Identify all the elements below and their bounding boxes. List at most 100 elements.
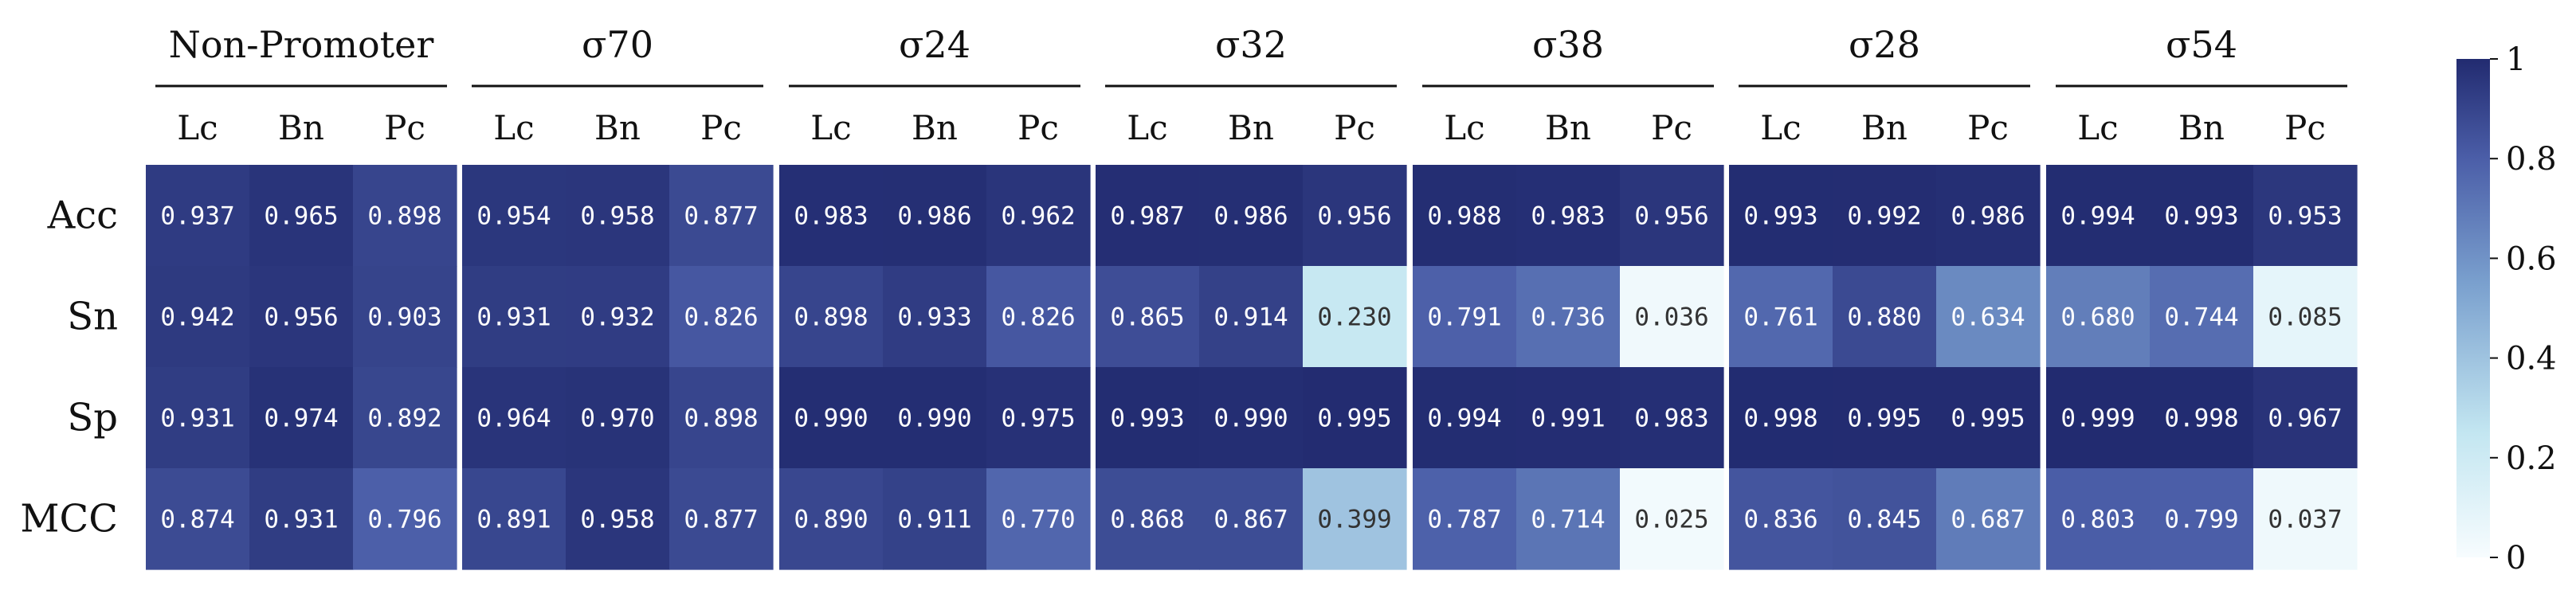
heatmap-cell	[353, 165, 457, 267]
heatmap-cell	[1096, 165, 1200, 267]
heatmap-cell	[1729, 367, 1833, 469]
heatmap-cell	[249, 165, 354, 267]
heatmap-cell	[1303, 266, 1407, 368]
cell-value-label: 0.937	[160, 202, 234, 231]
colorbar: 0 0.2 0.4 0.6 0.8 1	[2456, 41, 2557, 577]
heatmap-cell	[1936, 367, 2041, 469]
cell-value-label: 0.995	[1847, 405, 1921, 433]
colorbar-tick-label: 1	[2506, 41, 2526, 78]
column-label-lc: Lc	[177, 108, 218, 147]
heatmap-cell	[1729, 468, 1833, 570]
column-label-bn: Bn	[2178, 108, 2225, 147]
cell-value-label: 0.796	[367, 506, 441, 534]
cell-value-label: 0.230	[1317, 303, 1391, 332]
heatmap-cell	[566, 266, 670, 368]
cell-value-label: 0.931	[160, 405, 234, 433]
heatmap-cell	[1199, 367, 1304, 469]
column-label-bn: Bn	[912, 108, 958, 147]
heatmap-cell	[2253, 266, 2358, 368]
column-label-bn: Bn	[278, 108, 324, 147]
cell-value-label: 0.990	[897, 405, 971, 433]
heatmap-cell	[883, 468, 987, 570]
cell-value-label: 0.868	[1110, 506, 1184, 534]
cell-value-label: 0.880	[1847, 303, 1921, 332]
heatmap-cell	[2150, 468, 2254, 570]
cell-value-label: 0.799	[2164, 506, 2238, 534]
cell-value-label: 0.962	[1001, 202, 1075, 231]
group-title: σ54	[2166, 23, 2237, 66]
cell-value-label: 0.993	[1743, 202, 1817, 231]
heatmap-cell	[566, 165, 670, 267]
cell-value-label: 0.836	[1743, 506, 1817, 534]
cell-value-label: 0.970	[580, 405, 654, 433]
heatmap-cell	[1413, 165, 1517, 267]
cell-value-label: 0.958	[580, 202, 654, 231]
heatmap-cell	[2046, 367, 2151, 469]
group-non-promoter: Non-Promoter Lc Bn Pc 0.937 0.965 0.898 0.942 0.…	[146, 23, 457, 570]
heatmap-cell	[1620, 266, 1724, 368]
column-label-pc: Pc	[1967, 108, 2009, 147]
cell-value-label: 0.958	[580, 506, 654, 534]
cell-value-label: 0.898	[794, 303, 868, 332]
heatmap-cell	[566, 367, 670, 469]
cell-value-label: 0.986	[1214, 202, 1288, 231]
heatmap-cell	[1516, 266, 1621, 368]
cell-value-label: 0.993	[1110, 405, 1184, 433]
cell-value-label: 0.986	[897, 202, 971, 231]
heatmap-cell	[353, 266, 457, 368]
heatmap-cell	[1620, 468, 1724, 570]
cell-value-label: 0.994	[1427, 405, 1501, 433]
cell-value-label: 0.931	[476, 303, 551, 332]
column-label-pc: Pc	[1017, 108, 1059, 147]
heatmap-cell	[1413, 266, 1517, 368]
heatmap-cell	[1729, 165, 1833, 267]
cell-value-label: 0.826	[1001, 303, 1075, 332]
column-label-lc: Lc	[1760, 108, 1801, 147]
heatmap-cell	[1516, 367, 1621, 469]
cell-value-label: 0.845	[1847, 506, 1921, 534]
cell-value-label: 0.975	[1001, 405, 1075, 433]
colorbar-tick-label: 0.2	[2506, 440, 2557, 477]
group-title: σ32	[1215, 23, 1287, 66]
heatmap-cell	[146, 266, 250, 368]
colorbar-tick-label: 0.6	[2506, 240, 2557, 277]
cell-value-label: 0.964	[476, 405, 551, 433]
row-label-mcc: MCC	[20, 497, 118, 541]
heatmap-cell	[1303, 468, 1407, 570]
cell-value-label: 0.867	[1214, 506, 1288, 534]
group-title: σ24	[899, 23, 970, 66]
cell-value-label: 0.992	[1847, 202, 1921, 231]
column-label-bn: Bn	[1228, 108, 1274, 147]
heatmap-cell	[249, 266, 354, 368]
heatmap-cell	[1096, 367, 1200, 469]
cell-value-label: 0.993	[2164, 202, 2238, 231]
row-label-sp: Sp	[67, 396, 118, 440]
heatmap-cell	[1833, 266, 1937, 368]
heatmap-cell	[883, 165, 987, 267]
cell-value-label: 0.687	[1951, 506, 2025, 534]
heatmap-cell	[1096, 468, 1200, 570]
cell-value-label: 0.986	[1951, 202, 2025, 231]
cell-value-label: 0.744	[2164, 303, 2238, 332]
cell-value-label: 0.914	[1214, 303, 1288, 332]
group-title: Non-Promoter	[169, 23, 434, 66]
cell-value-label: 0.983	[1634, 405, 1708, 433]
heatmap-cell	[779, 367, 884, 469]
group-70: σ70 Lc Bn Pc 0.954 0.958 0.877 0.931 0.932 0.826 0…	[462, 23, 774, 570]
cell-value-label: 0.931	[264, 506, 338, 534]
heatmap-cell	[1199, 468, 1304, 570]
heatmap-groups: Non-Promoter Lc Bn Pc 0.937 0.965 0.898 0.942 0.…	[146, 23, 2358, 570]
heatmap-cell	[249, 367, 354, 469]
cell-value-label: 0.736	[1531, 303, 1605, 332]
cell-value-label: 0.994	[2060, 202, 2135, 231]
heatmap-cell	[1303, 165, 1407, 267]
cell-value-label: 0.803	[2060, 506, 2135, 534]
row-labels: Acc Sn Sp MCC	[20, 194, 118, 541]
heatmap-cell	[146, 165, 250, 267]
group-title: σ70	[582, 23, 653, 66]
cell-value-label: 0.942	[160, 303, 234, 332]
heatmap-cell	[2150, 165, 2254, 267]
cell-value-label: 0.953	[2268, 202, 2342, 231]
cell-value-label: 0.983	[1531, 202, 1605, 231]
